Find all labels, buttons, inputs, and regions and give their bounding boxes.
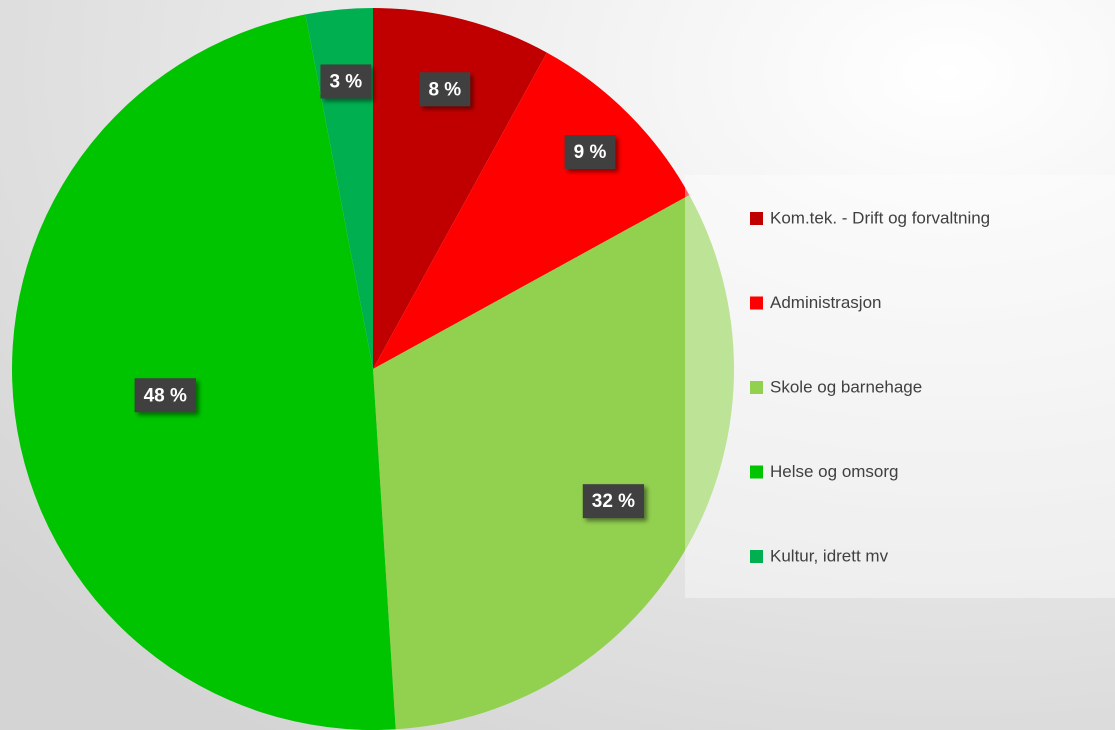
pie-slice (373, 52, 690, 369)
data-label: 9 % (564, 135, 616, 170)
legend-swatch (750, 212, 763, 225)
data-label: 8 % (419, 72, 471, 107)
legend-label: Kom.tek. - Drift og forvaltning (770, 208, 990, 227)
data-label-box (564, 135, 616, 170)
data-label: 3 % (320, 64, 372, 99)
legend: Kom.tek. - Drift og forvaltning Administr… (750, 208, 990, 565)
legend-swatch (750, 381, 763, 394)
data-label: 48 % (134, 378, 196, 413)
data-label-text: 8 % (428, 79, 461, 100)
data-label-text: 32 % (592, 491, 635, 512)
data-label-text: 3 % (329, 71, 362, 92)
legend-label: Skole og barnehage (770, 377, 922, 396)
data-label-text: 48 % (144, 385, 187, 406)
legend-swatch (750, 465, 763, 479)
legend-label: Administrasjon (770, 293, 882, 312)
data-label-box (582, 484, 645, 519)
legend-swatch (750, 296, 763, 310)
data-label: 32 % (582, 484, 645, 519)
pie-slice (373, 195, 734, 730)
pie-slice (12, 14, 396, 730)
data-label-box (419, 72, 471, 107)
data-label-box (134, 378, 196, 413)
legend-swatch (750, 550, 763, 563)
pie (12, 8, 734, 730)
data-labels: 8 % 9 % 32 % 48 % 3 % (134, 64, 645, 519)
legend-label: Helse og omsorg (770, 462, 899, 481)
data-label-box (320, 64, 372, 99)
legend-label: Kultur, idrett mv (770, 546, 889, 565)
data-label-text: 9 % (574, 142, 607, 163)
pie-slice (373, 8, 547, 369)
